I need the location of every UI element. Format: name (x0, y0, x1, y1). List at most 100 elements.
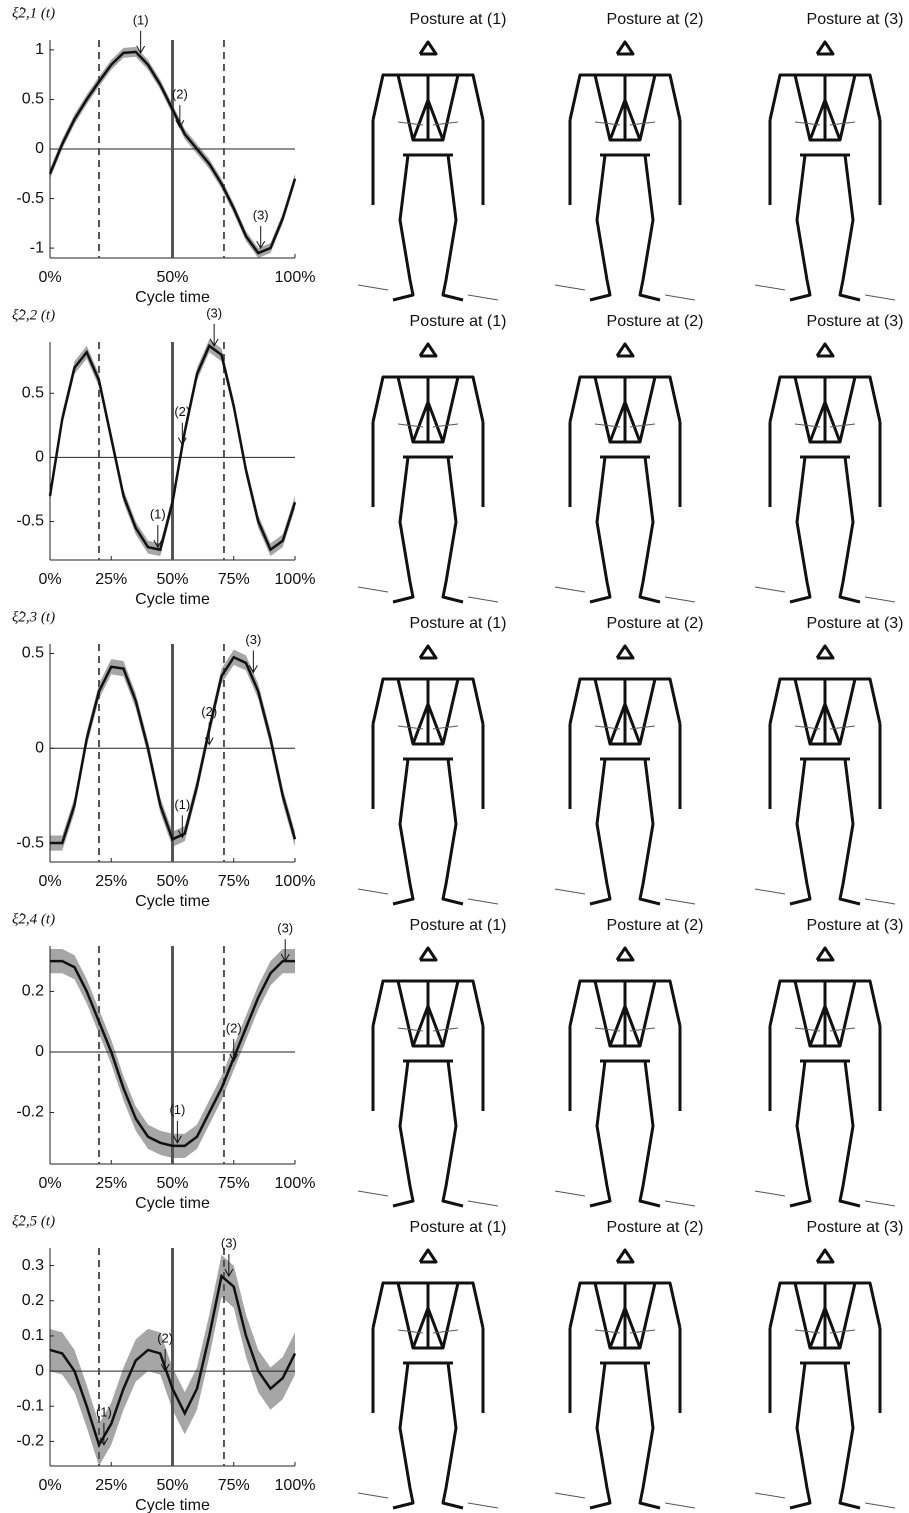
annotation-label: (1) (169, 1102, 185, 1117)
y-tick-label: 0.3 (22, 1257, 44, 1274)
x-tick-label: 25% (95, 873, 127, 890)
bone (789, 758, 812, 906)
posture-title: Posture at (2) (607, 917, 704, 934)
arrow (467, 1502, 499, 1509)
bone (615, 644, 635, 660)
posture-title: Posture at (1) (410, 11, 507, 28)
posture-figure (568, 644, 682, 906)
posture-figure (568, 342, 682, 604)
arrow (754, 284, 786, 291)
x-tick-label: 50% (156, 269, 188, 286)
bone (638, 154, 661, 302)
series-line (48, 343, 297, 552)
posture-title: Posture at (1) (410, 1219, 507, 1236)
force-arrows (554, 121, 696, 301)
arrow (754, 1190, 786, 1197)
arrow (467, 294, 499, 301)
arrow (794, 423, 821, 428)
bone (789, 1362, 812, 1510)
x-tick-label: 100% (275, 1175, 316, 1192)
annotation-label: (3) (245, 632, 261, 647)
arrow (432, 1027, 459, 1032)
y-tick-label: 0 (35, 140, 44, 157)
arrow-head (175, 119, 185, 129)
arrow-head (153, 539, 163, 549)
bone (815, 1248, 835, 1264)
y-tick-label: -0.2 (16, 1104, 44, 1121)
posture-title: Posture at (1) (410, 615, 507, 632)
annotation-label: (2) (157, 1331, 173, 1346)
series-line (48, 50, 297, 255)
arrow (864, 294, 896, 301)
posture-title: Posture at (3) (807, 1219, 904, 1236)
x-tick-label: 50% (156, 1477, 188, 1494)
bone (418, 342, 438, 358)
bone (638, 1060, 661, 1208)
confidence-band (50, 1255, 295, 1466)
posture-figure (371, 40, 485, 302)
arrow (357, 586, 389, 593)
arrow-head (177, 830, 187, 839)
arrow (397, 725, 424, 730)
posture-figure (768, 342, 882, 604)
arrow (467, 1200, 499, 1207)
bone (815, 342, 835, 358)
arrow (864, 1502, 896, 1509)
posture-figure (568, 946, 682, 1208)
bone (392, 1362, 415, 1510)
posture-title: Posture at (2) (607, 1219, 704, 1236)
x-axis-label: Cycle time (135, 289, 210, 306)
x-tick-label: 50% (156, 873, 188, 890)
arrow-head (99, 1437, 109, 1446)
annotation-label: (1) (96, 1404, 112, 1419)
arrow (754, 888, 786, 895)
annotation-label: (2) (172, 87, 188, 102)
x-tick-label: 75% (218, 1477, 250, 1494)
bone (789, 1060, 812, 1208)
x-axis-label: Cycle time (135, 1497, 210, 1513)
series-line (49, 1273, 297, 1448)
arrow (864, 596, 896, 603)
posture-figure (371, 1248, 485, 1510)
bone (392, 456, 415, 604)
arrow-head (224, 1268, 234, 1278)
bone (392, 154, 415, 302)
bone (838, 1362, 861, 1510)
arrow (397, 423, 424, 428)
y-tick-label: -0.5 (16, 190, 44, 207)
bone (615, 946, 635, 962)
arrow (467, 596, 499, 603)
posture-figure (371, 644, 485, 906)
bone (392, 758, 415, 906)
bone (638, 1362, 661, 1510)
annotation-label: (3) (221, 1236, 237, 1251)
bone (589, 154, 612, 302)
force-arrows (754, 725, 896, 905)
bone (589, 1060, 612, 1208)
y-tick-label: -0.2 (16, 1433, 44, 1450)
arrow (629, 1027, 656, 1032)
x-tick-label: 100% (275, 1477, 316, 1494)
bone (589, 758, 612, 906)
x-tick-label: 0% (38, 269, 61, 286)
y-tick-label: 0.5 (22, 91, 44, 108)
bone (441, 758, 464, 906)
posture-figure (568, 1248, 682, 1510)
x-tick-label: 25% (95, 1175, 127, 1192)
annotation-label: (1) (174, 797, 190, 812)
arrow (664, 596, 696, 603)
x-tick-label: 0% (38, 1175, 61, 1192)
y-tick-label: -0.1 (16, 1397, 44, 1414)
chart-title: ξ̂2,3 (t) (12, 609, 55, 625)
arrow (554, 284, 586, 291)
arrow (829, 1329, 856, 1334)
force-arrows (554, 1027, 696, 1207)
posture-title: Posture at (2) (607, 615, 704, 632)
arrow (829, 1027, 856, 1032)
posture-title: Posture at (3) (807, 917, 904, 934)
arrow-head (136, 45, 146, 54)
x-tick-label: 100% (275, 873, 316, 890)
bone (441, 1060, 464, 1208)
bone (589, 456, 612, 604)
bone (789, 154, 812, 302)
